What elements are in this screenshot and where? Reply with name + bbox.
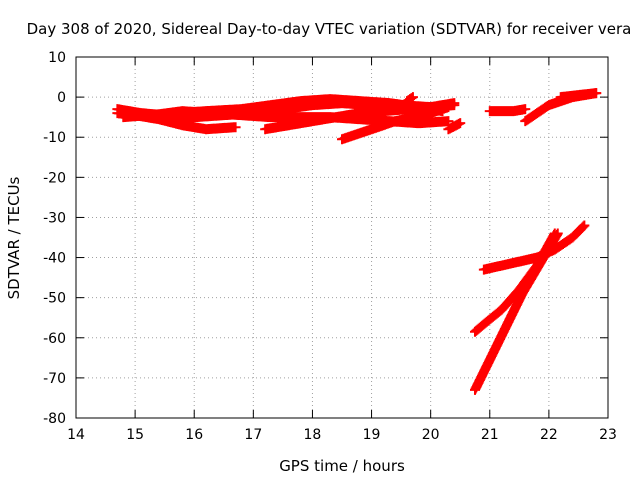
x-tick-label: 21 — [481, 427, 499, 443]
x-tick-label: 19 — [363, 427, 381, 443]
series-markers — [443, 118, 466, 135]
y-tick-label: -60 — [43, 331, 66, 347]
y-tick-label: -30 — [43, 210, 66, 226]
y-tick-label: -80 — [43, 411, 66, 427]
plot-frame — [75, 56, 609, 419]
chart-title: Day 308 of 2020, Sidereal Day-to-day VTE… — [27, 20, 632, 38]
x-tick-label: 16 — [185, 427, 203, 443]
data-points — [112, 88, 602, 395]
series-markers — [402, 92, 418, 107]
series-10 — [555, 88, 602, 103]
series-markers — [260, 100, 460, 135]
series-markers — [470, 228, 560, 337]
series-markers — [470, 228, 563, 395]
y-tick-label: -50 — [43, 291, 66, 307]
series-markers — [337, 102, 454, 145]
x-tick-label: 15 — [126, 427, 144, 443]
y-tick-label: 0 — [57, 90, 66, 106]
x-tick-label: 23 — [599, 427, 617, 443]
x-axis-label: GPS time / hours — [279, 457, 405, 475]
y-tick-label: 10 — [48, 50, 66, 66]
series-13 — [470, 228, 563, 395]
series-6 — [402, 92, 418, 107]
x-tick-label: 17 — [244, 427, 262, 443]
x-tick-label: 22 — [540, 427, 558, 443]
y-tick-label: -10 — [43, 130, 66, 146]
series-markers — [555, 88, 602, 103]
series-12 — [470, 228, 560, 337]
series-4 — [260, 100, 460, 135]
series-8 — [484, 104, 531, 117]
x-tick-label: 18 — [304, 427, 322, 443]
series-5 — [337, 102, 454, 145]
x-tick-label: 14 — [67, 427, 85, 443]
series-7 — [443, 118, 466, 135]
y-axis-label: SDTVAR / TECUs — [5, 176, 23, 299]
x-tick-label: 20 — [422, 427, 440, 443]
y-tick-label: -40 — [43, 251, 66, 267]
axis-ticks: 14 15 16 17 18 19 20 21 22 23 -80 -70 -60 -50 -40 -30 -2… — [43, 50, 617, 443]
y-tick-label: -20 — [43, 170, 66, 186]
y-tick-label: -70 — [43, 371, 66, 387]
series-markers — [484, 104, 531, 117]
